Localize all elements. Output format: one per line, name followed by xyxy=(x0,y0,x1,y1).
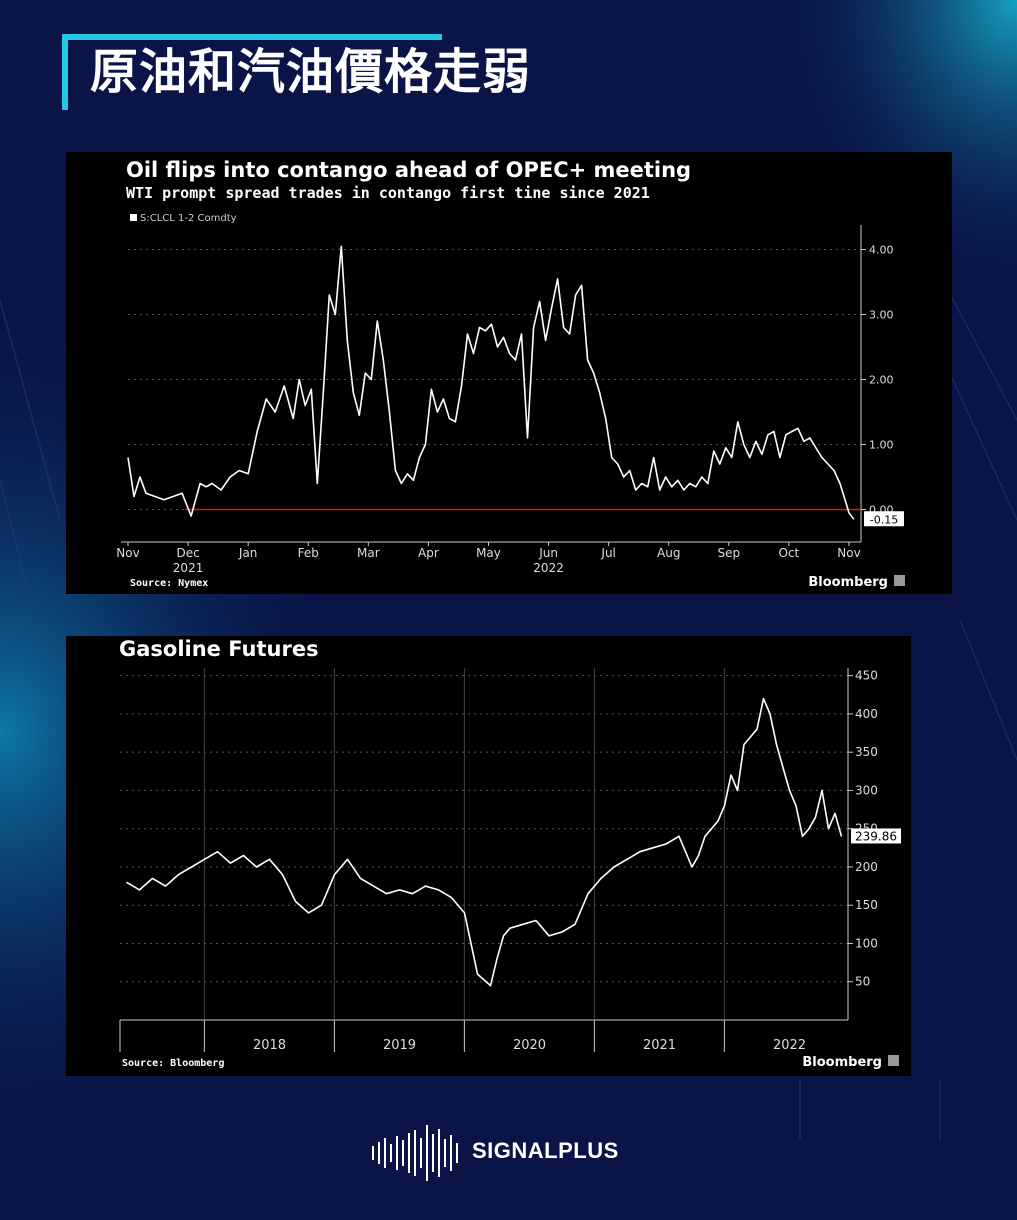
logo-bar xyxy=(402,1140,404,1166)
x-tick-label: Apr xyxy=(418,546,439,560)
logo-bar xyxy=(384,1138,386,1168)
last-value-tag xyxy=(864,511,904,527)
oil-spread-chart: Oil flips into contango ahead of OPEC+ m… xyxy=(116,158,905,590)
x-tick-label: Sep xyxy=(718,546,741,560)
chart-subtitle: WTI prompt spread trades in contango fir… xyxy=(126,184,650,202)
logo-bar xyxy=(456,1143,458,1163)
x-tick-label: Nov xyxy=(837,546,860,560)
oil-spread-chart-panel: Oil flips into contango ahead of OPEC+ m… xyxy=(66,152,952,594)
series-line xyxy=(127,245,855,520)
x-tick-label: Jun xyxy=(538,546,558,560)
x-tick-label: Mar xyxy=(357,546,380,560)
x-tick-label: May xyxy=(476,546,501,560)
gasoline-chart-panel xyxy=(111,636,911,1076)
chart-publisher: Bloomberg xyxy=(808,575,888,590)
legend-swatch xyxy=(130,214,137,221)
signalplus-logo-icon xyxy=(372,1125,458,1181)
y-tick-label: 3.00 xyxy=(869,309,894,322)
x-tick-label: Dec xyxy=(176,546,199,560)
x-tick-label: Jul xyxy=(600,546,615,560)
logo-bar xyxy=(450,1135,452,1171)
logo-bar xyxy=(390,1144,392,1162)
logo-bar xyxy=(372,1146,374,1160)
logo-bar xyxy=(408,1133,410,1173)
y-tick-label: 4.00 xyxy=(869,244,894,257)
chart-title: Oil flips into contango ahead of OPEC+ m… xyxy=(126,158,691,182)
logo-bar xyxy=(414,1130,416,1176)
logo-bar xyxy=(396,1136,398,1170)
x-year-label: 2021 xyxy=(173,561,204,575)
x-tick-label: Aug xyxy=(657,546,680,560)
logo-bar xyxy=(444,1139,446,1167)
bloomberg-icon xyxy=(894,575,905,586)
logo-bar xyxy=(420,1138,422,1168)
chart-source: Source: Nymex xyxy=(130,578,208,589)
x-tick-label: Feb xyxy=(298,546,319,560)
gasoline-chart-panel-left xyxy=(66,636,111,1076)
page-title: 原油和汽油價格走弱 xyxy=(62,34,531,110)
logo-bar xyxy=(426,1125,428,1181)
last-value-label: -0.15 xyxy=(870,513,898,526)
logo-bar xyxy=(438,1129,440,1177)
legend-label: S:CLCL 1-2 Comdty xyxy=(140,213,237,224)
logo-bar xyxy=(432,1134,434,1172)
y-tick-label: 1.00 xyxy=(869,439,894,452)
x-tick-label: Jan xyxy=(238,546,258,560)
brand-name: SIGNALPLUS xyxy=(472,1138,619,1163)
x-tick-label: Nov xyxy=(116,546,139,560)
y-tick-label: 2.00 xyxy=(869,374,894,387)
x-tick-label: Oct xyxy=(779,546,800,560)
headline-accent-bar xyxy=(62,34,442,40)
x-year-label: 2022 xyxy=(533,561,564,575)
logo-bar xyxy=(378,1142,380,1164)
